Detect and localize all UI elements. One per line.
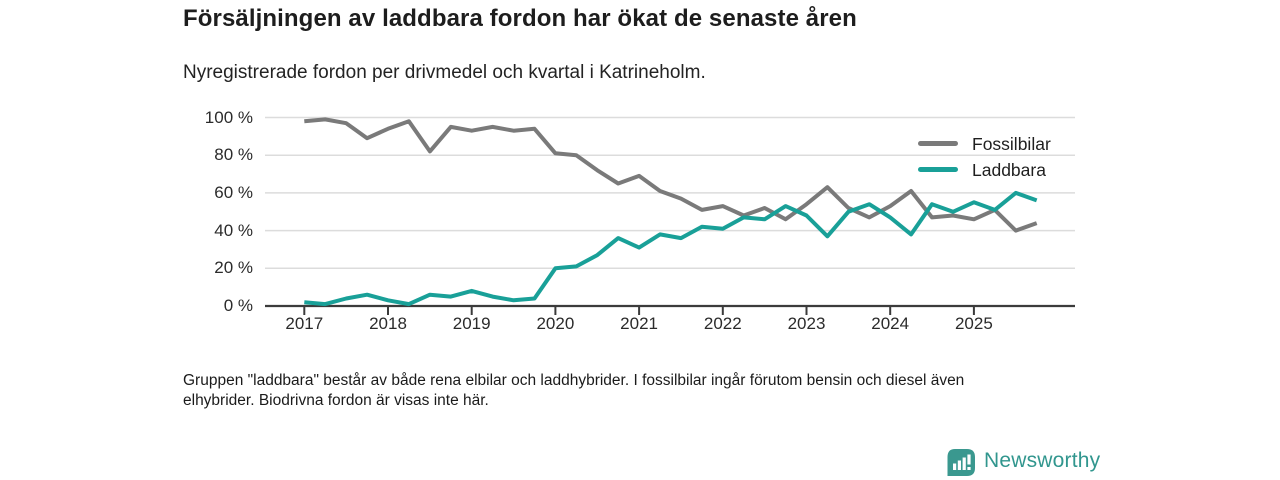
x-tick-label: 2022 [703,314,742,333]
laddbara-line-swatch [918,166,958,172]
y-tick-label: 40 % [214,220,253,240]
legend-item-laddbara: Laddbara [918,160,1046,180]
x-tick-label: 2020 [536,314,575,333]
legend-item-fossilbilar: Fossilbilar [918,134,1051,154]
footnote-line-1: Gruppen "laddbara" består av både rena e… [183,372,965,389]
y-tick-label: 20 % [214,258,253,278]
x-tick-label: 2019 [452,314,491,333]
series-line-laddbara [304,190,1038,307]
plot-area [265,116,1075,315]
x-tick-label: 2023 [787,314,826,333]
series-line-fossilbilar [304,117,1038,233]
legend-label: Fossilbilar [972,134,1051,154]
y-tick-label: 0 % [223,296,253,315]
x-tick-label: 2017 [285,314,324,333]
x-tick-label: 2018 [369,314,407,333]
footnote-line-2: elhybrider. Biodrivna fordon är visas in… [183,392,489,409]
x-tick-label: 2025 [954,314,993,333]
y-tick-label: 60 % [214,182,253,202]
x-tick-label: 2024 [871,314,910,333]
logo-wordmark: Newsworthy [984,449,1101,472]
x-tick-label: 2021 [620,314,658,333]
y-tick-label: 80 % [214,145,253,165]
y-tick-label: 100 % [204,107,253,127]
legend-label: Laddbara [972,160,1046,180]
bar-chart-speech-bubble-icon [947,449,975,476]
chart-title: Försäljningen av laddbara fordon har öka… [183,5,857,32]
chart-subtitle: Nyregistrerade fordon per drivmedel och … [183,62,706,83]
fossilbilar-line-swatch [918,140,958,146]
